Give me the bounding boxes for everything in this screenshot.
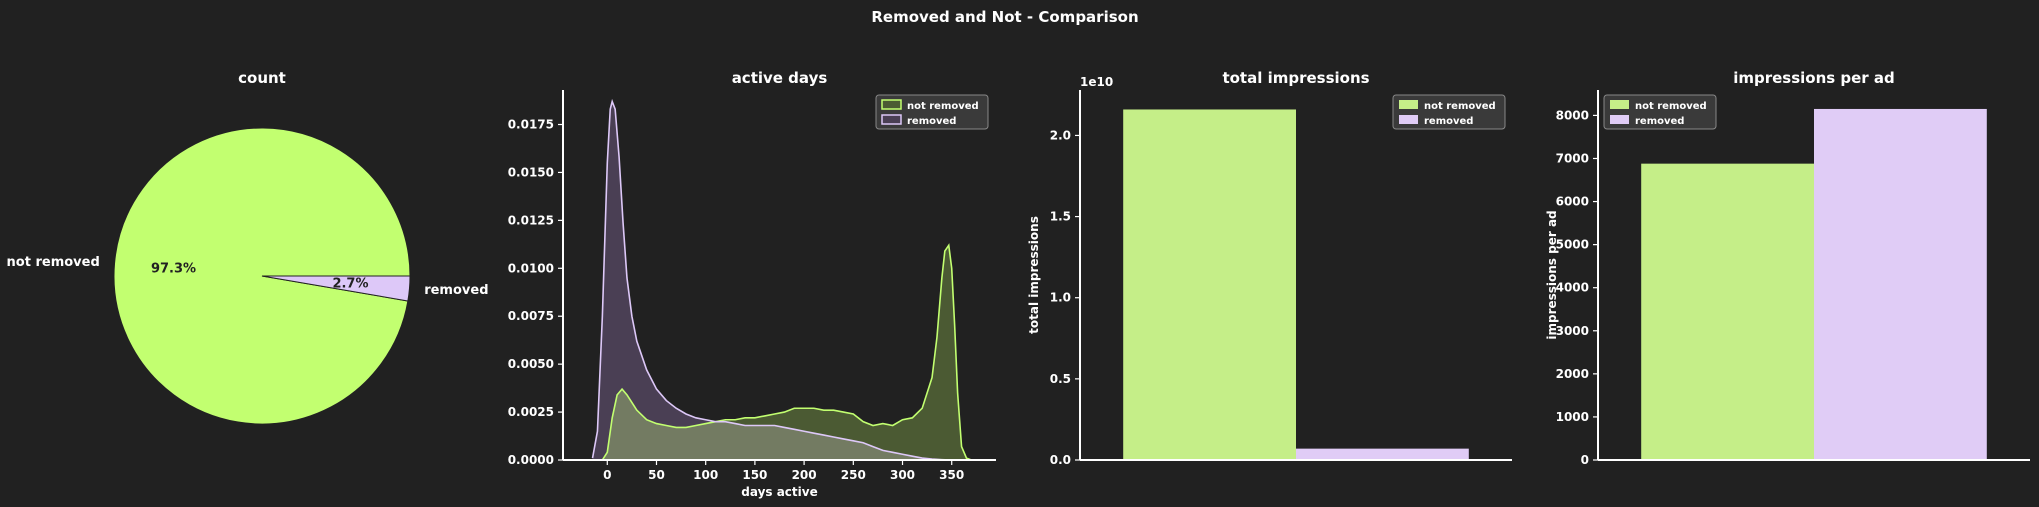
- impressions-per-ad-bar-removed: [1814, 108, 1987, 460]
- impressions-per-ad-y-tick-label: 5000: [1556, 238, 1589, 252]
- kde-x-tick-label: 350: [939, 468, 964, 482]
- impressions-per-ad-panel: impressions per ad 0 1000 2000 3000 4000 5000 6…: [1545, 69, 2030, 467]
- total-impressions-legend-swatch-removed: [1399, 115, 1418, 124]
- total-impressions-y-tick-label: 1.5: [1050, 210, 1071, 224]
- kde-y-tick-label: 0.0150: [508, 165, 554, 179]
- total-impressions-y-tick-label: 0.0: [1050, 453, 1071, 467]
- total-impressions-y-tick-label: 1.0: [1050, 291, 1071, 305]
- total-impressions-legend-swatch-not-removed: [1399, 100, 1418, 109]
- kde-area-removed: [592, 101, 952, 460]
- total-impressions-legend-label-removed: removed: [1424, 116, 1473, 127]
- pie-slice-removed: [261, 275, 411, 302]
- kde-legend-label-removed: removed: [907, 116, 956, 127]
- pie-label-not-removed: not removed: [7, 255, 100, 270]
- kde-chart-panel: active days 0 50 100 150 200 250 300 350 0.0000 0.…: [508, 69, 996, 499]
- total-impressions-legend: [1392, 94, 1506, 130]
- total-impressions-bar-not-removed: [1123, 109, 1296, 460]
- kde-x-tick-label: 300: [890, 468, 915, 482]
- pie-pct-not-removed: 97.3%: [151, 261, 196, 276]
- impressions-per-ad-y-tick-label: 4000: [1556, 281, 1589, 295]
- pie-pct-removed: 2.7%: [332, 277, 368, 292]
- pie-title: count: [238, 69, 286, 87]
- pie-label-removed: removed: [424, 283, 488, 298]
- kde-y-tick-label: 0.0175: [508, 118, 554, 132]
- impressions-per-ad-legend-swatch-removed: [1610, 115, 1629, 124]
- kde-y-tick-label: 0.0100: [508, 261, 554, 275]
- total-impressions-bar-removed: [1296, 448, 1469, 460]
- kde-legend: [875, 94, 989, 130]
- figure-title: Removed and Not - Comparison: [871, 8, 1138, 26]
- total-impressions-legend-label-not-removed: not removed: [1424, 101, 1496, 112]
- kde-y-tick-label: 0.0025: [508, 405, 554, 419]
- total-impressions-offset-label: 1e10: [1080, 75, 1113, 89]
- kde-line-removed: [591, 98, 952, 461]
- kde-legend-swatch-removed: [881, 114, 902, 125]
- total-impressions-y-label: total impressions: [1027, 216, 1041, 334]
- total-impressions-title: total impressions: [1222, 69, 1369, 87]
- impressions-per-ad-y-tick-label: 6000: [1556, 195, 1589, 209]
- impressions-per-ad-y-tick-label: 8000: [1556, 108, 1589, 122]
- kde-line-not-removed: [601, 243, 972, 461]
- impressions-per-ad-legend: [1603, 94, 1717, 130]
- total-impressions-y-tick-label: 2.0: [1050, 128, 1071, 142]
- kde-area-overlap: [602, 245, 952, 460]
- kde-x-tick-label: 50: [648, 468, 665, 482]
- impressions-per-ad-legend-swatch-not-removed: [1610, 100, 1629, 109]
- kde-x-tick-label: 0: [603, 468, 611, 482]
- kde-legend-swatch-not-removed: [881, 99, 902, 110]
- kde-x-tick-label: 100: [693, 468, 718, 482]
- impressions-per-ad-y-tick-label: 7000: [1556, 151, 1589, 165]
- impressions-per-ad-y-tick-label: 3000: [1556, 324, 1589, 338]
- kde-x-label: days active: [741, 485, 817, 499]
- total-impressions-y-tick-label: 0.5: [1050, 372, 1071, 386]
- kde-legend-label-not-removed: not removed: [907, 101, 979, 112]
- pie-chart-panel: count not removed 97.3% removed 2.7%: [7, 69, 489, 425]
- impressions-per-ad-legend-label-not-removed: not removed: [1635, 101, 1707, 112]
- kde-title: active days: [732, 69, 828, 87]
- kde-x-tick-label: 200: [792, 468, 817, 482]
- kde-y-tick-label: 0.0075: [508, 309, 554, 323]
- total-impressions-panel: total impressions 0.0 0.5 1.0 1.5 2.0 total im…: [1027, 69, 1512, 467]
- impressions-per-ad-title: impressions per ad: [1733, 69, 1895, 87]
- kde-y-tick-label: 0.0050: [508, 357, 554, 371]
- kde-x-tick-label: 250: [841, 468, 866, 482]
- impressions-per-ad-y-tick-label: 0: [1581, 453, 1589, 467]
- kde-y-tick-label: 0.0125: [508, 213, 554, 227]
- impressions-per-ad-legend-label-removed: removed: [1635, 116, 1684, 127]
- kde-y-tick-label: 0.0000: [508, 453, 554, 467]
- impressions-per-ad-y-tick-label: 2000: [1556, 367, 1589, 381]
- impressions-per-ad-y-label: impressions per ad: [1545, 210, 1559, 339]
- impressions-per-ad-y-tick-label: 1000: [1556, 410, 1589, 424]
- kde-x-tick-label: 150: [742, 468, 767, 482]
- impressions-per-ad-bar-not-removed: [1641, 163, 1814, 461]
